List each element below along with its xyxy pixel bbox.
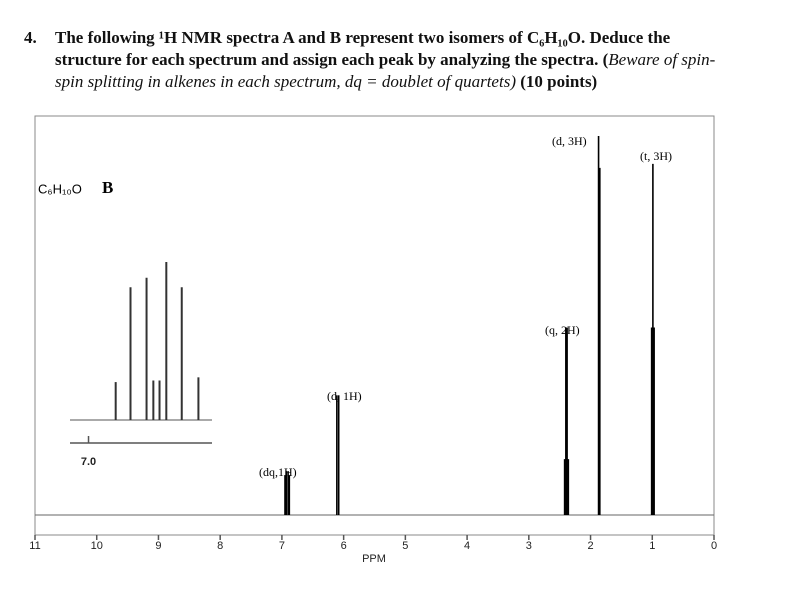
question: 4. The following ¹H NMR spectra A and B … [0,0,790,100]
peak-annotation: (d, 3H) [552,134,587,148]
peak-annotation: (q, 2H) [545,323,580,337]
x-tick-label: 7 [279,540,285,552]
x-tick-label: 7.0 [81,456,96,468]
x-tick-label: 6 [341,540,347,552]
x-tick-label: 5 [402,540,408,552]
x-tick-label: 4 [464,540,470,552]
question-italic: spin splitting in alkenes in each spectr… [55,72,516,91]
x-tick-label: 3 [526,540,532,552]
x-tick-label: 0 [711,540,717,552]
plot-frame [34,115,715,536]
question-points: (10 points) [520,72,598,91]
peak-annotation: (d, 1H) [327,389,362,403]
x-tick-label: 9 [155,540,161,552]
x-tick-label: 2 [587,540,593,552]
question-number: 4. [24,28,37,47]
peak-annotation: (t, 3H) [640,149,672,163]
question-line: The following ¹H NMR spectra A and B rep… [55,28,671,47]
question-text: structure for each spectrum and assign e… [55,50,609,69]
spectrum-label: B [102,178,113,197]
question-line: structure for each spectrum and assign e… [55,50,715,70]
peak-annotation: (dq,1H) [259,465,297,479]
x-tick-label: 1 [649,540,655,552]
sample-label: C₆H₁₀O [38,181,82,196]
question-italic: Beware of spin- [608,50,716,69]
x-tick-label: 8 [217,540,223,552]
question-line: spin splitting in alkenes in each spectr… [55,72,597,92]
x-tick-label: 10 [91,540,103,552]
x-tick-label: 11 [29,540,40,552]
x-axis-label: PPM [362,553,386,565]
